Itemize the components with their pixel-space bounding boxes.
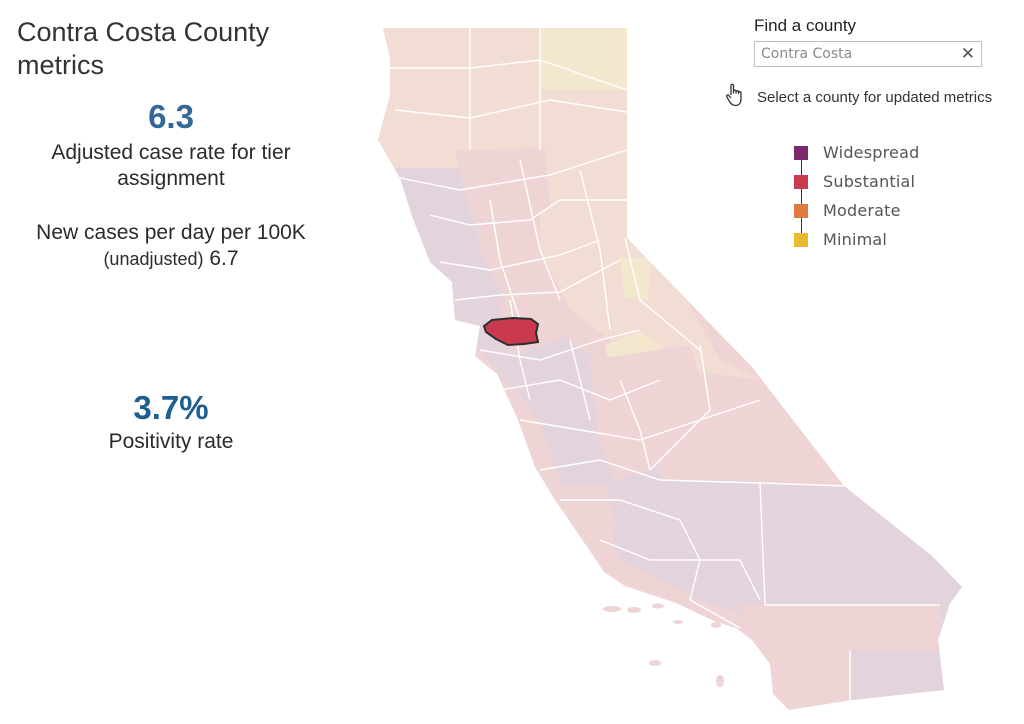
inyo-county[interactable] bbox=[700, 372, 844, 486]
adjusted-case-rate-metric: 6.3 Adjusted case rate for tier assignme… bbox=[20, 98, 322, 192]
new-cases-value: 6.7 bbox=[209, 247, 239, 270]
legend-item-widespread[interactable]: Widespread bbox=[794, 138, 919, 167]
close-icon[interactable]: ✕ bbox=[960, 44, 975, 64]
county-search-input[interactable] bbox=[755, 42, 967, 66]
find-county-label: Find a county bbox=[754, 16, 857, 35]
san-luis-obispo-county[interactable] bbox=[560, 485, 615, 555]
positivity-label: Positivity rate bbox=[108, 430, 234, 453]
legend-item-moderate[interactable]: Moderate bbox=[794, 196, 919, 225]
new-cases-label: New cases per day per 100K bbox=[36, 221, 306, 244]
hint-text: Select a county for updated metrics bbox=[757, 89, 993, 106]
legend-connector-line bbox=[801, 146, 802, 236]
page-title: Contra Costa County metrics bbox=[17, 17, 270, 80]
tehama-region[interactable] bbox=[455, 148, 550, 215]
legend-label-substantial: Substantial bbox=[823, 172, 916, 191]
county-search-box[interactable]: ✕ bbox=[754, 41, 982, 67]
legend-label-minimal: Minimal bbox=[823, 230, 888, 249]
substantial-swatch bbox=[794, 174, 808, 189]
hand-pointer-icon bbox=[725, 83, 742, 107]
riverside-county[interactable] bbox=[740, 605, 940, 700]
contra-costa-county[interactable] bbox=[482, 316, 540, 347]
legend-label-widespread: Widespread bbox=[823, 143, 920, 162]
select-county-hint: Select a county for updated metrics bbox=[724, 82, 992, 108]
legend-item-substantial[interactable]: Substantial bbox=[794, 167, 919, 196]
positivity-metric: 3.7% Positivity rate bbox=[20, 389, 322, 455]
positivity-value: 3.7% bbox=[133, 389, 209, 426]
sierra-counties[interactable] bbox=[540, 150, 760, 380]
modoc-county[interactable] bbox=[540, 18, 627, 90]
minimal-swatch bbox=[794, 232, 808, 247]
widespread-swatch bbox=[794, 145, 808, 160]
adjusted-case-rate-label: Adjusted case rate for tier assignment bbox=[51, 141, 291, 190]
tier-legend: Widespread Substantial Moderate Minimal bbox=[794, 138, 919, 254]
adjusted-case-rate-value: 6.3 bbox=[148, 98, 194, 135]
channel-islands bbox=[603, 603, 724, 687]
widespread-counties[interactable] bbox=[360, 168, 980, 718]
new-cases-unadjusted-label: (unadjusted) bbox=[103, 249, 204, 269]
california-county-map[interactable] bbox=[360, 18, 980, 718]
moderate-swatch bbox=[794, 203, 808, 218]
county-regions[interactable] bbox=[360, 18, 980, 718]
new-cases-metric: New cases per day per 100K (unadjusted) … bbox=[20, 220, 322, 272]
central-valley-counties[interactable] bbox=[590, 345, 710, 480]
county-borders bbox=[383, 28, 940, 700]
new-cases-line: (unadjusted) 6.7 bbox=[20, 246, 322, 272]
legend-item-minimal[interactable]: Minimal bbox=[794, 225, 919, 254]
legend-label-moderate: Moderate bbox=[823, 201, 901, 220]
